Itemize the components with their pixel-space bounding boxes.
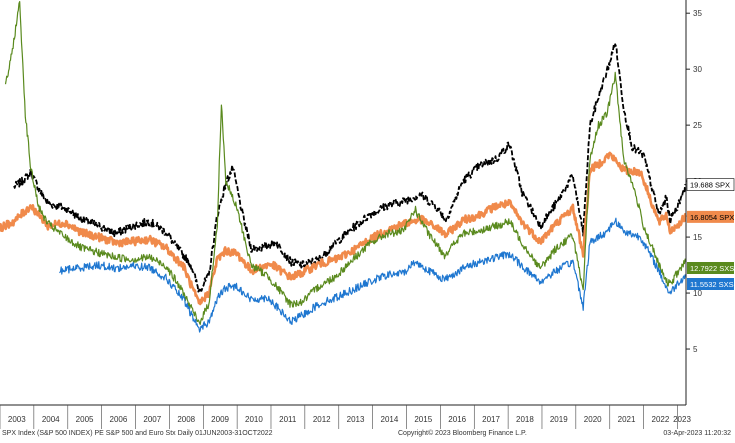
y-tick-label: 30 [693, 65, 702, 74]
end-label-text: 12.7922 SXSE [690, 264, 735, 273]
x-tick-label: 2018 [516, 415, 534, 424]
x-tick-label: 2021 [618, 415, 636, 424]
x-tick-label: 2023 [673, 415, 691, 424]
x-tick-label: 2014 [381, 415, 399, 424]
y-tick-label: 5 [693, 345, 698, 354]
x-tick-label: 2010 [245, 415, 263, 424]
x-tick-label: 2019 [550, 415, 568, 424]
series-line-sxse-2 [4, 1, 687, 325]
x-tick-label: 2003 [8, 415, 26, 424]
x-tick-label: 2008 [177, 415, 195, 424]
series-line-spx-1 [0, 151, 687, 306]
series-line-sxse-3 [59, 217, 687, 333]
end-label-box [687, 210, 734, 223]
footer-timestamp: 03-Apr-2023 11:20:32 [663, 430, 731, 437]
x-tick-label: 2006 [110, 415, 128, 424]
x-tick-label: 2005 [76, 415, 94, 424]
x-tick-label: 2004 [42, 415, 60, 424]
x-tick-label: 2015 [414, 415, 432, 424]
end-label-box [686, 178, 735, 191]
end-label-text: 16.8054 SPX [690, 213, 734, 222]
series-layer [0, 1, 687, 333]
x-tick-label: 2011 [279, 415, 297, 424]
y-tick-label: 25 [693, 121, 702, 130]
footer-copyright: Copyright© 2023 Bloomberg Finance L.P. [398, 430, 527, 437]
x-tick-label: 2013 [347, 415, 365, 424]
end-label-box [687, 278, 734, 290]
x-tick-label: 2020 [584, 415, 602, 424]
y-tick-label: 10 [693, 289, 702, 298]
y-tick-label: 15 [693, 233, 702, 242]
end-label-box [687, 262, 734, 274]
series-line-spx-0 [13, 43, 687, 294]
axes-layer: 5101520253035200320042005200620072008200… [0, 0, 702, 429]
x-tick-label: 2016 [448, 415, 466, 424]
footer-source-text: SPX Index (S&P 500 INDEX) PE S&P 500 and… [2, 430, 273, 437]
x-tick-label: 2022 [652, 415, 670, 424]
x-tick-label: 2017 [482, 415, 500, 424]
x-tick-label: 2012 [313, 415, 331, 424]
end-labels: 19.688 SPX 16.8054 SPX 12.7922 SXSE 11.5532… [686, 178, 735, 290]
end-label-text: 19.688 SPX [690, 181, 730, 190]
x-tick-label: 2009 [211, 415, 229, 424]
end-label-text: 11.5532 SXSE [690, 280, 735, 289]
y-tick-label: 35 [693, 9, 702, 18]
x-tick-label: 2007 [143, 415, 161, 424]
